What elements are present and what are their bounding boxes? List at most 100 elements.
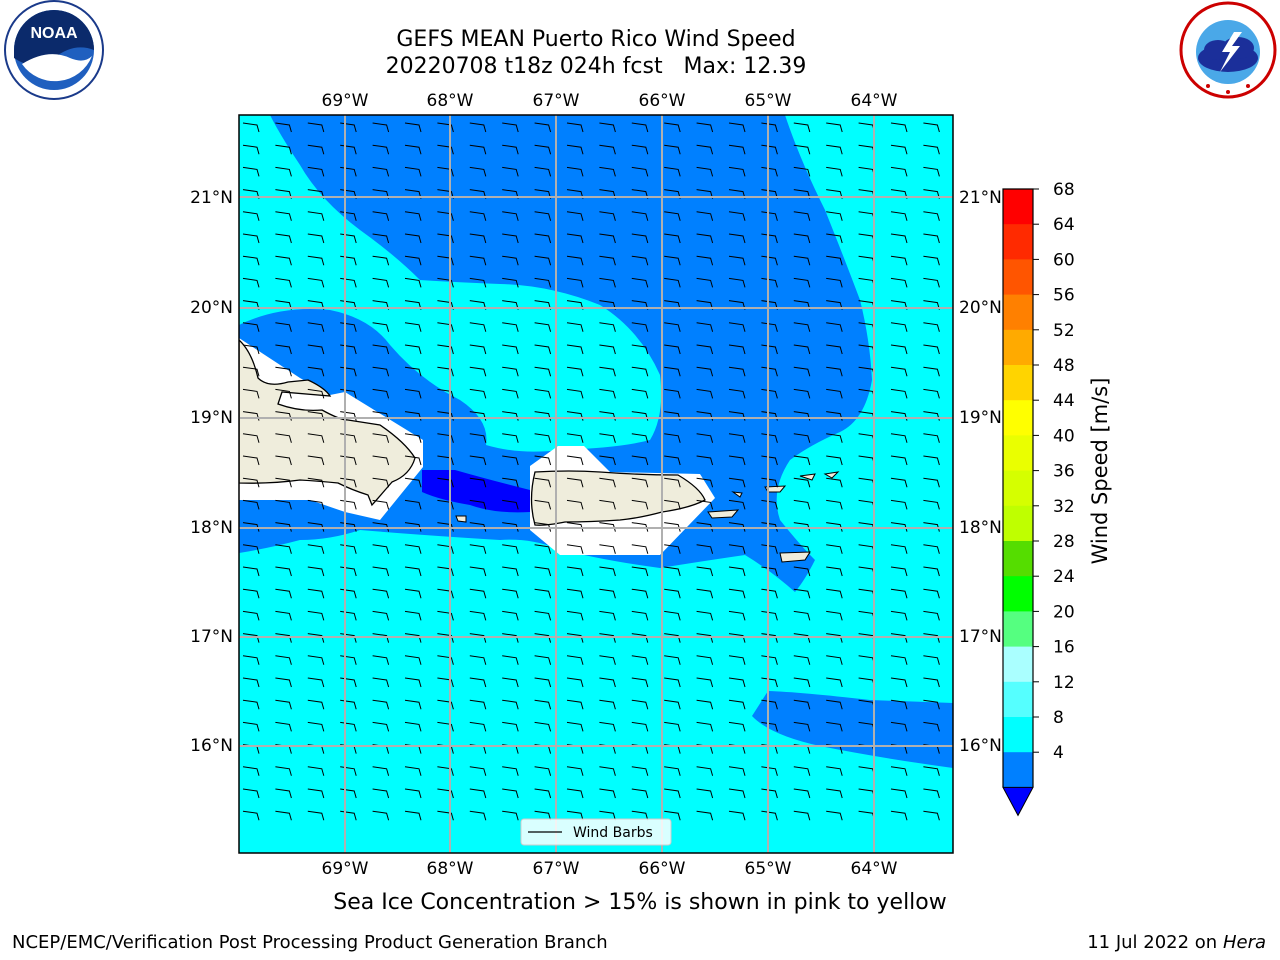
- wind-barb: [664, 344, 681, 355]
- wind-barb: [728, 255, 746, 266]
- wind-barb: [923, 499, 940, 510]
- wind-barb: [696, 277, 714, 288]
- wind-barb: [534, 721, 552, 732]
- wind-barb: [890, 788, 908, 799]
- wind-barb: [404, 810, 422, 821]
- wind-barb: [761, 721, 778, 732]
- wind-barb: [761, 477, 778, 488]
- wind-barb: [534, 610, 552, 621]
- wind-barb: [469, 233, 487, 244]
- wind-barb: [664, 588, 681, 599]
- wind-barb: [761, 388, 778, 399]
- wind-barb: [502, 366, 519, 377]
- wind-barb: [242, 566, 260, 577]
- wind-barb: [793, 721, 811, 732]
- wind-barb: [664, 366, 681, 377]
- wind-barb: [664, 211, 681, 221]
- wind-barb: [890, 522, 908, 532]
- wind-barb: [631, 255, 649, 266]
- wind-barb: [761, 788, 778, 799]
- wind-barb: [437, 455, 454, 466]
- wind-barb: [437, 344, 454, 355]
- wind-barb: [242, 255, 260, 266]
- wind-barb: [826, 544, 843, 554]
- wind-barb: [502, 588, 519, 599]
- wind-barb: [793, 455, 811, 466]
- wind-barb: [502, 766, 519, 776]
- wind-barb: [469, 810, 487, 821]
- colorbar-tick-label: 36: [1053, 462, 1075, 482]
- wind-barb: [696, 522, 714, 532]
- wind-barb: [793, 810, 811, 821]
- wind-barb: [307, 322, 325, 332]
- wind-barb: [534, 122, 552, 133]
- wind-barb: [631, 655, 649, 665]
- wind-barb: [826, 166, 843, 177]
- wind-barb: [437, 366, 454, 377]
- colorbar-segment: [1003, 576, 1033, 612]
- wind-barb: [275, 499, 292, 510]
- wind-barb: [566, 588, 584, 599]
- wind-barb: [696, 144, 714, 155]
- wind-barb: [404, 344, 422, 355]
- wind-barb: [275, 388, 292, 399]
- wind-barb: [696, 544, 714, 554]
- lon-label: 66°W: [639, 91, 686, 111]
- wind-barb: [728, 788, 746, 799]
- wind-barb: [437, 499, 454, 510]
- colorbar-tick-label: 48: [1053, 356, 1075, 376]
- wind-barb: [664, 144, 681, 155]
- wind-barb: [437, 477, 454, 488]
- wind-barb: [728, 477, 746, 488]
- wind-barb: [307, 566, 325, 577]
- wind-barb: [242, 233, 260, 244]
- wind-barb: [890, 277, 908, 288]
- colorbar-tick-label: 32: [1053, 497, 1075, 517]
- wind-barb: [599, 366, 616, 377]
- wind-barb: [664, 166, 681, 177]
- wind-barb: [923, 810, 940, 821]
- wind-barb: [664, 455, 681, 466]
- wind-barb: [502, 144, 519, 155]
- wind-barb: [696, 366, 714, 377]
- wind-barb: [890, 255, 908, 266]
- wind-barb: [599, 144, 616, 155]
- wind-barb: [923, 388, 940, 399]
- lon-label: 64°W: [851, 859, 898, 879]
- wind-barb: [372, 522, 390, 532]
- wind-barb: [242, 766, 260, 776]
- wind-barb: [534, 211, 552, 221]
- wind-barb: [793, 388, 811, 399]
- wind-barb: [469, 455, 487, 466]
- wind-barb: [599, 322, 616, 332]
- colorbar-segment: [1003, 470, 1033, 507]
- wind-barb: [502, 477, 519, 488]
- colorbar-tick-label: 8: [1053, 708, 1064, 728]
- wind-barb: [275, 433, 292, 443]
- wind-barb: [826, 322, 843, 332]
- wind-barb: [242, 366, 260, 377]
- wind-barb: [793, 522, 811, 532]
- wind-barb: [534, 477, 552, 488]
- wind-barb: [404, 122, 422, 133]
- wind-barb: [307, 788, 325, 799]
- lat-label: 19°N: [190, 408, 233, 428]
- wind-barb: [696, 233, 714, 244]
- wind-barb: [566, 721, 584, 732]
- wind-barb: [599, 211, 616, 221]
- wind-barb: [372, 588, 390, 599]
- wind-barb: [404, 610, 422, 621]
- colorbar-segment: [1003, 541, 1033, 577]
- wind-barb: [566, 344, 584, 355]
- wind-barb: [923, 610, 940, 621]
- wind-barb: [566, 477, 584, 488]
- wind-barb: [826, 477, 843, 488]
- wind-barb: [469, 766, 487, 776]
- wind-barb: [469, 477, 487, 488]
- wind-barb: [728, 588, 746, 599]
- wind-barb: [761, 677, 778, 688]
- lat-label: 20°N: [959, 298, 1002, 318]
- wind-barb: [566, 455, 584, 466]
- wind-barb: [534, 499, 552, 510]
- wind-barb: [534, 255, 552, 266]
